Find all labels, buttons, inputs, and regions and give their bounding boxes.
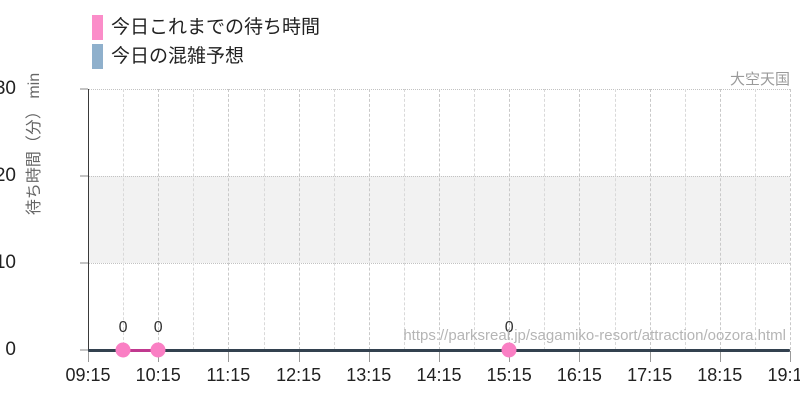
y-tick-label: 20 <box>0 165 16 186</box>
x-tick-label: 16:15 <box>556 365 602 385</box>
data-point-marker <box>150 342 166 358</box>
data-point-label: 0 <box>118 319 128 336</box>
gridline-vertical <box>649 89 651 350</box>
data-point-label: 0 <box>504 319 514 336</box>
x-tick-mark <box>649 351 651 362</box>
gridline-vertical <box>403 89 405 350</box>
gridline-vertical <box>790 89 791 350</box>
x-tick-mark <box>368 351 370 362</box>
legend-item-actual: 今日これまでの待ち時間 <box>92 13 320 42</box>
gridline-vertical <box>298 89 300 350</box>
forecast-series-line <box>88 348 790 352</box>
data-point-marker <box>115 342 131 358</box>
x-tick-mark <box>439 351 440 362</box>
y-tick-mark <box>80 262 88 264</box>
x-tick-label: 14:15 <box>416 365 462 385</box>
x-tick-label: 12:15 <box>276 365 322 385</box>
x-tick-label: 17:15 <box>627 365 673 385</box>
y-axis-title: 待ち時間（分） min <box>26 72 43 216</box>
y-axis-line <box>88 89 89 351</box>
gridline-vertical <box>579 89 581 350</box>
data-point-marker <box>501 342 517 358</box>
legend-label-actual: 今日これまでの待ち時間 <box>111 17 321 38</box>
gridline-vertical <box>684 89 686 350</box>
x-tick-mark <box>298 351 300 362</box>
x-tick-label: 10:15 <box>135 365 181 385</box>
watermark-url: https://parksreal.jp/sagamiko-resort/att… <box>403 327 786 344</box>
y-tick-mark <box>80 349 88 351</box>
x-tick-label: 18:15 <box>697 365 743 385</box>
x-tick-label: 13:15 <box>346 365 392 385</box>
legend-label-forecast: 今日の混雑予想 <box>111 46 245 67</box>
x-tick-mark <box>88 351 89 362</box>
x-tick-mark <box>228 351 230 362</box>
gridline-vertical <box>123 89 125 350</box>
gridline-vertical <box>719 89 721 350</box>
x-tick-mark <box>719 351 721 362</box>
gridline-vertical <box>368 89 370 350</box>
legend-swatch-forecast <box>92 44 103 69</box>
y-tick-label: 30 <box>0 78 16 99</box>
x-tick-label: 09:15 <box>65 365 111 385</box>
x-tick-label: 15:15 <box>486 365 532 385</box>
gridline-vertical <box>614 89 616 350</box>
plot-area <box>88 89 791 351</box>
y-tick-mark <box>80 175 88 177</box>
gridline-vertical <box>333 89 335 350</box>
gridline-vertical <box>439 89 440 350</box>
gridline-vertical <box>509 89 511 350</box>
chart-legend: 今日これまでの待ち時間 今日の混雑予想 <box>92 13 320 71</box>
gridline-vertical <box>193 89 195 350</box>
y-tick-mark <box>80 88 88 90</box>
y-tick-label: 10 <box>0 252 16 273</box>
gridline-vertical <box>544 89 546 350</box>
legend-item-forecast: 今日の混雑予想 <box>92 42 320 71</box>
x-tick-label: 19:15 <box>767 365 800 385</box>
x-tick-mark <box>579 351 581 362</box>
gridline-vertical <box>158 89 160 350</box>
x-tick-mark <box>790 351 791 362</box>
actual-series-line <box>123 348 159 352</box>
chart-title: 大空天国 <box>729 71 790 88</box>
x-tick-label: 11:15 <box>206 365 251 385</box>
gridline-vertical <box>228 89 230 350</box>
gridline-vertical <box>474 89 476 350</box>
y-tick-label: 0 <box>5 339 16 360</box>
gridline-vertical <box>263 89 265 350</box>
data-point-label: 0 <box>153 319 163 336</box>
legend-swatch-actual <box>92 15 103 40</box>
gridline-vertical <box>754 89 756 350</box>
